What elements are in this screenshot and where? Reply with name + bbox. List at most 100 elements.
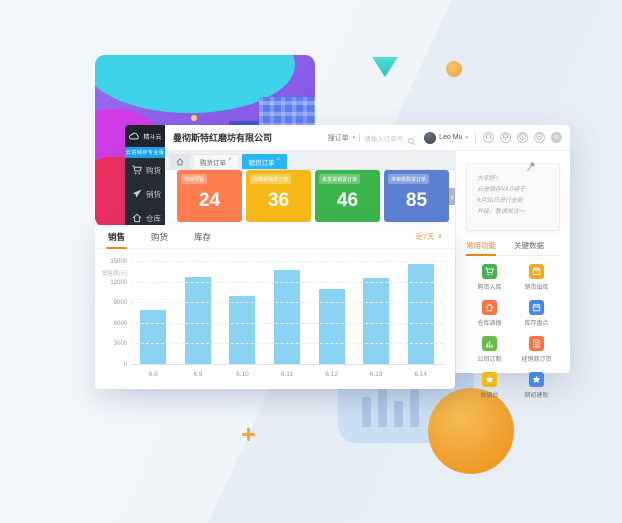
quick-item-期初建账[interactable]: 期初建账 (513, 372, 560, 399)
notice-line: 大家好！ (477, 176, 502, 182)
sidebar-banner: 云进销存专业版 (125, 147, 165, 158)
window-header: 曼彻斯特红磨坊有限公司 搜订单 ▾ 请输入订单号 Leo Mu ▾ ⚙ (165, 125, 570, 151)
search-icon[interactable] (407, 133, 416, 146)
quick-item-label: 公司订制 (477, 357, 502, 363)
close-icon[interactable]: × (276, 157, 281, 163)
sidebar-item-plane[interactable]: 销货 (125, 182, 165, 206)
quick-item-label: 收银台 (480, 393, 499, 399)
quick-item-库存盘点[interactable]: 库存盘点 (513, 300, 560, 327)
bell-icon (502, 133, 509, 142)
quick-item-公司订制[interactable]: 公司订制 (466, 336, 513, 363)
cart-icon (132, 165, 142, 175)
close-icon[interactable]: × (228, 157, 232, 163)
panel-tab-常用功能[interactable]: 常用功能 (466, 241, 496, 256)
stat-card[interactable]: 库存预警 24 (177, 170, 242, 222)
stat-card-label: 未发货销货订单 (319, 174, 361, 184)
plus-decoration (242, 428, 255, 441)
play-button[interactable] (534, 132, 545, 143)
quick-item-销货出库[interactable]: 销货出库 (513, 264, 560, 291)
company-title: 曼彻斯特红磨坊有限公司 (173, 133, 273, 143)
header-icon-buttons: ⚙ (483, 132, 562, 143)
x-tick-label: 6.8 (148, 371, 158, 378)
bar (318, 289, 345, 365)
orange-circle-decoration (428, 388, 514, 474)
stat-cards: 库存预警 24 未审核销货订单 36 未发货销货订单 46 未审核购货订单 85 (177, 170, 449, 222)
tab-销货订单[interactable]: 销货订单 × (241, 154, 288, 169)
quick-item-label: 购货入库 (477, 285, 502, 291)
y-axis-label: 销售额(元) (102, 271, 128, 277)
app-logo: 精斗云 (125, 125, 165, 147)
tab-购货订单[interactable]: 购货订单 × (193, 154, 239, 169)
sidebar-item-cart[interactable]: 购货 (125, 158, 165, 182)
quick-item-label: 期初建账 (524, 393, 549, 399)
search-category-select[interactable]: 搜订单 (327, 134, 349, 142)
chartbars-icon (482, 336, 497, 351)
panel-tab-关键数据[interactable]: 关键数据 (514, 241, 544, 250)
quick-item-经销商订货[interactable]: 经销商订货 (513, 336, 560, 363)
x-tick-label: 6.12 (325, 371, 338, 378)
headset-button[interactable] (483, 132, 494, 143)
search-bar: 搜订单 ▾ 请输入订单号 (327, 133, 417, 146)
home-icon (132, 213, 142, 223)
gridline: 3000 (114, 341, 443, 347)
gear-button[interactable]: ⚙ (551, 132, 562, 143)
mini-bar (362, 397, 371, 427)
plot-area: 0 3000 6000 9000 12000 15000 (110, 259, 443, 368)
divider (475, 131, 476, 144)
stat-card-value: 36 (267, 190, 290, 211)
stat-card[interactable]: 未发货销货订单 46 (315, 170, 380, 222)
bell-button[interactable] (500, 132, 511, 143)
chart-tab-购货[interactable]: 购货 (151, 231, 169, 242)
logo-text: 精斗云 (143, 134, 162, 141)
x-tick-label: 6.10 (236, 371, 249, 378)
date-range-select[interactable]: 近7天 ∨ (415, 231, 442, 242)
bar (363, 277, 390, 365)
chart-tab-库存[interactable]: 库存 (194, 231, 212, 242)
tab-label: 购货订单 (200, 160, 226, 167)
stat-card[interactable]: 未审核购货订单 85 (384, 170, 449, 222)
chart-tab-销售[interactable]: 销售 (105, 225, 128, 249)
tab-label: 销货订单 (248, 160, 275, 167)
bar (229, 296, 256, 365)
bar (140, 310, 167, 365)
divider (359, 133, 361, 142)
bar (407, 264, 434, 365)
sidebar-item-home[interactable]: 仓库 (125, 206, 165, 230)
quick-item-label: 库存盘点 (524, 321, 549, 327)
stat-card[interactable]: 未审核销货订单 36 (246, 170, 311, 222)
user-menu[interactable]: Leo Mu ▾ (424, 131, 468, 144)
search-input[interactable]: 请输入订单号 (364, 135, 404, 143)
info-button[interactable] (517, 132, 528, 143)
stat-card-label: 未审核销货订单 (250, 174, 292, 184)
avatar (424, 131, 437, 144)
quick-item-label: 仓库调拨 (477, 321, 502, 327)
x-tick-label: 6.14 (414, 371, 427, 378)
quick-item-购货入库[interactable]: 购货入库 (466, 264, 513, 291)
chevron-down-icon: ▾ (352, 134, 356, 141)
pushpin-icon (525, 160, 537, 172)
doc-icon (529, 336, 544, 351)
y-tick-label: 15000 (110, 259, 127, 265)
bars-layer (131, 262, 443, 365)
tab-home[interactable] (170, 154, 190, 169)
star-icon (529, 372, 544, 387)
gridline: 15000 (110, 259, 443, 265)
next-cards-button[interactable]: › (447, 188, 457, 205)
quick-function-grid: 购货入库 销货出库仓库调拨 库存盘点公司订制 经销商订货收银台 期初建账 (466, 264, 560, 399)
notice-line: 升级，敬请关注～ (477, 209, 526, 216)
x-tick-label: 6.13 (369, 371, 383, 378)
quick-item-收银台[interactable]: 收银台 (466, 372, 513, 399)
headset-icon (485, 133, 492, 142)
plane-icon (132, 189, 142, 199)
gridline: 0 (124, 362, 443, 368)
home-icon (482, 300, 497, 315)
right-panel: 大家好！ 云进销存V4.0将于 6月30日进行全新 升级，敬请关注～ 常用功能 关键数据… (455, 151, 570, 399)
notice-card: 大家好！ 云进销存V4.0将于 6月30日进行全新 升级，敬请关注～ (466, 160, 560, 231)
user-name: Leo Mu (439, 134, 463, 141)
play-icon (536, 133, 543, 142)
gridline: 12000 (110, 280, 443, 286)
chart-tabs-row: 销售 购货 库存 近7天 ∨ (95, 225, 455, 249)
chart-plot: 销售额(元) 0 3000 6000 9000 12000 15000 6.8 6.9 6.1… (95, 249, 455, 389)
quick-item-仓库调拨[interactable]: 仓库调拨 (466, 300, 513, 327)
